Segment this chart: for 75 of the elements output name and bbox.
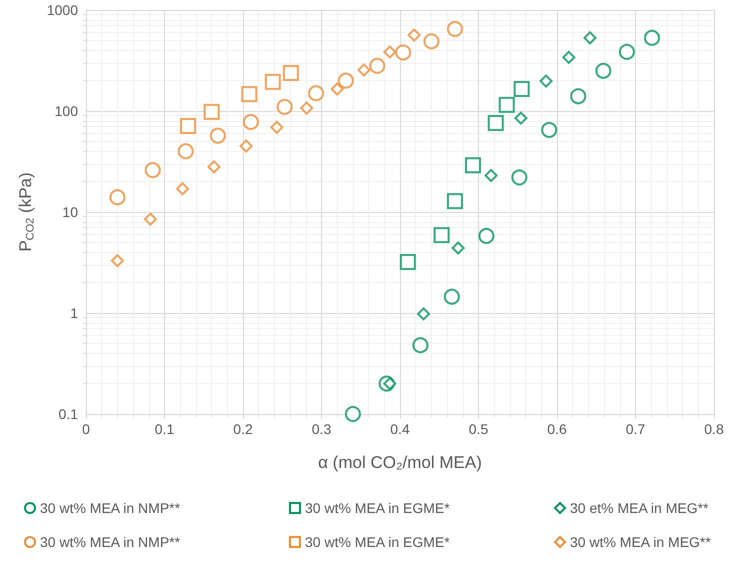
point [618, 44, 635, 60]
point [434, 227, 450, 244]
point [369, 58, 386, 74]
point [570, 88, 586, 104]
x-tick-label: 0.8 [704, 421, 724, 437]
x-tick-label: 0.5 [468, 421, 488, 437]
point [488, 115, 504, 132]
point [270, 120, 284, 134]
point [400, 254, 416, 270]
point [395, 44, 412, 60]
point [241, 86, 258, 102]
point [452, 242, 465, 255]
point [478, 228, 494, 244]
x-tick-label: 0.1 [154, 421, 174, 437]
point [511, 169, 528, 186]
point [383, 45, 396, 58]
y-tick-label: 1 [70, 305, 78, 321]
point [178, 143, 194, 160]
legend-label: 30 wt% MEA in EGME* [305, 534, 450, 550]
x-tick-label: 0 [82, 421, 90, 437]
point [110, 254, 124, 268]
point [357, 63, 370, 76]
legend-label: 30 wt% MEA in MEG** [570, 534, 712, 550]
point [300, 102, 314, 115]
point [484, 168, 498, 182]
y-tick-label: 0.1 [58, 406, 78, 422]
point [344, 406, 361, 422]
point [562, 50, 576, 64]
legend-label: 30 wt% MEA in NMP** [40, 500, 181, 516]
point [240, 140, 253, 153]
point [541, 122, 558, 138]
point [514, 81, 530, 98]
point [204, 104, 220, 120]
point [514, 112, 528, 125]
point [412, 337, 428, 354]
point [498, 96, 515, 113]
y-tick-label: 1000 [46, 2, 78, 18]
point [276, 98, 293, 115]
point [417, 307, 430, 320]
y-axis-title: PCO2 (kPa) [16, 172, 36, 252]
point [408, 28, 421, 42]
point [338, 72, 354, 89]
point [210, 128, 226, 144]
point [109, 189, 126, 206]
point [308, 85, 324, 102]
y-tick-label: 100 [54, 103, 78, 119]
point [595, 62, 612, 79]
point [465, 157, 482, 174]
point [282, 64, 299, 81]
y-tick-label: 10 [62, 204, 78, 220]
point [207, 160, 220, 174]
x-tick-label: 0.3 [312, 421, 332, 437]
point [383, 377, 396, 390]
x-tick-label: 0.7 [626, 421, 646, 437]
point [176, 182, 190, 196]
point [540, 74, 553, 88]
x-tick-label: 0.4 [390, 421, 410, 437]
point [180, 118, 196, 134]
point [264, 74, 281, 90]
point [242, 114, 259, 130]
x-axis-title: α (mol CO₂/mol MEA) [318, 453, 482, 472]
point [144, 162, 161, 178]
x-tick-label: 0.6 [547, 421, 567, 437]
point [423, 33, 440, 50]
legend-label: 30 wt% MEA in EGME* [305, 500, 450, 516]
point [330, 82, 344, 96]
x-tick-label: 0.2 [233, 421, 253, 437]
point [144, 212, 157, 226]
point [446, 20, 463, 37]
point [446, 193, 463, 210]
legend-label: 30 wt% MEA in NMP** [40, 534, 181, 550]
point [444, 288, 460, 305]
point [583, 31, 596, 44]
legend-label: 30 et% MEA in MEG** [570, 500, 710, 516]
point [644, 30, 660, 46]
